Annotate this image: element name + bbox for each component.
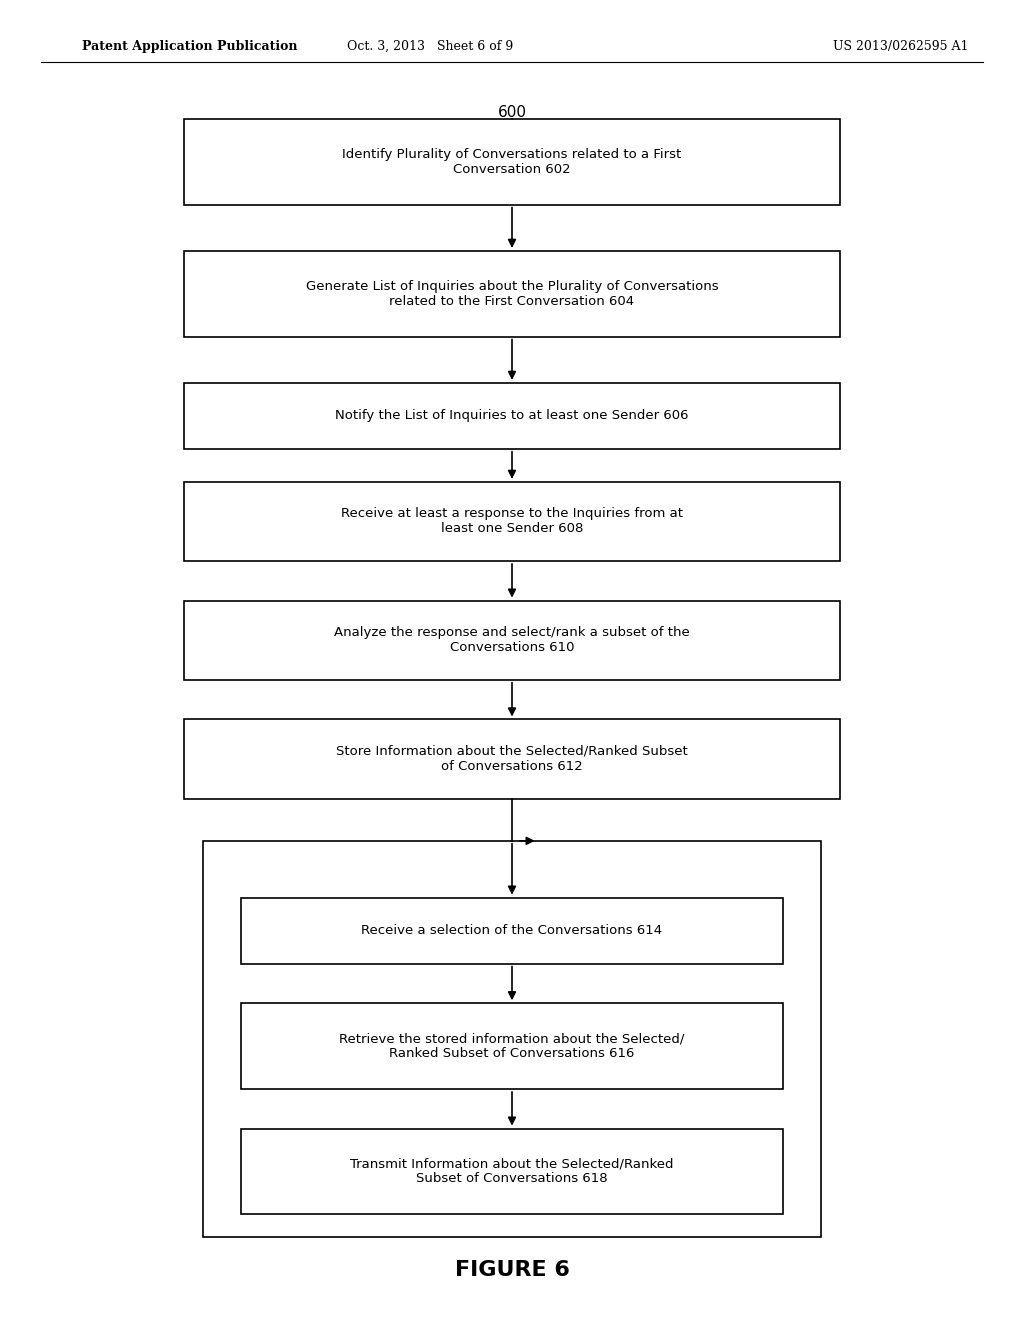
- Text: Generate List of Inquiries about the Plurality of Conversations
related to the F: Generate List of Inquiries about the Plu…: [306, 280, 718, 308]
- FancyBboxPatch shape: [203, 841, 821, 1237]
- Text: Receive a selection of the Conversations 614: Receive a selection of the Conversations…: [361, 924, 663, 937]
- FancyBboxPatch shape: [184, 119, 840, 205]
- Text: Patent Application Publication: Patent Application Publication: [82, 40, 297, 53]
- FancyBboxPatch shape: [184, 482, 840, 561]
- FancyBboxPatch shape: [241, 1003, 783, 1089]
- FancyBboxPatch shape: [184, 601, 840, 680]
- Text: US 2013/0262595 A1: US 2013/0262595 A1: [834, 40, 969, 53]
- Text: 600: 600: [498, 104, 526, 120]
- FancyBboxPatch shape: [184, 383, 840, 449]
- Text: Notify the List of Inquiries to at least one Sender 606: Notify the List of Inquiries to at least…: [335, 409, 689, 422]
- FancyBboxPatch shape: [241, 1129, 783, 1214]
- Text: Store Information about the Selected/Ranked Subset
of Conversations 612: Store Information about the Selected/Ran…: [336, 744, 688, 774]
- FancyBboxPatch shape: [184, 251, 840, 337]
- FancyBboxPatch shape: [184, 719, 840, 799]
- Text: Transmit Information about the Selected/Ranked
Subset of Conversations 618: Transmit Information about the Selected/…: [350, 1158, 674, 1185]
- Text: Analyze the response and select/rank a subset of the
Conversations 610: Analyze the response and select/rank a s…: [334, 626, 690, 655]
- Text: Retrieve the stored information about the Selected/
Ranked Subset of Conversatio: Retrieve the stored information about th…: [339, 1032, 685, 1060]
- Text: Receive at least a response to the Inquiries from at
least one Sender 608: Receive at least a response to the Inqui…: [341, 507, 683, 536]
- Text: Identify Plurality of Conversations related to a First
Conversation 602: Identify Plurality of Conversations rela…: [342, 148, 682, 176]
- Text: Oct. 3, 2013   Sheet 6 of 9: Oct. 3, 2013 Sheet 6 of 9: [347, 40, 513, 53]
- Text: FIGURE 6: FIGURE 6: [455, 1259, 569, 1280]
- FancyBboxPatch shape: [241, 898, 783, 964]
